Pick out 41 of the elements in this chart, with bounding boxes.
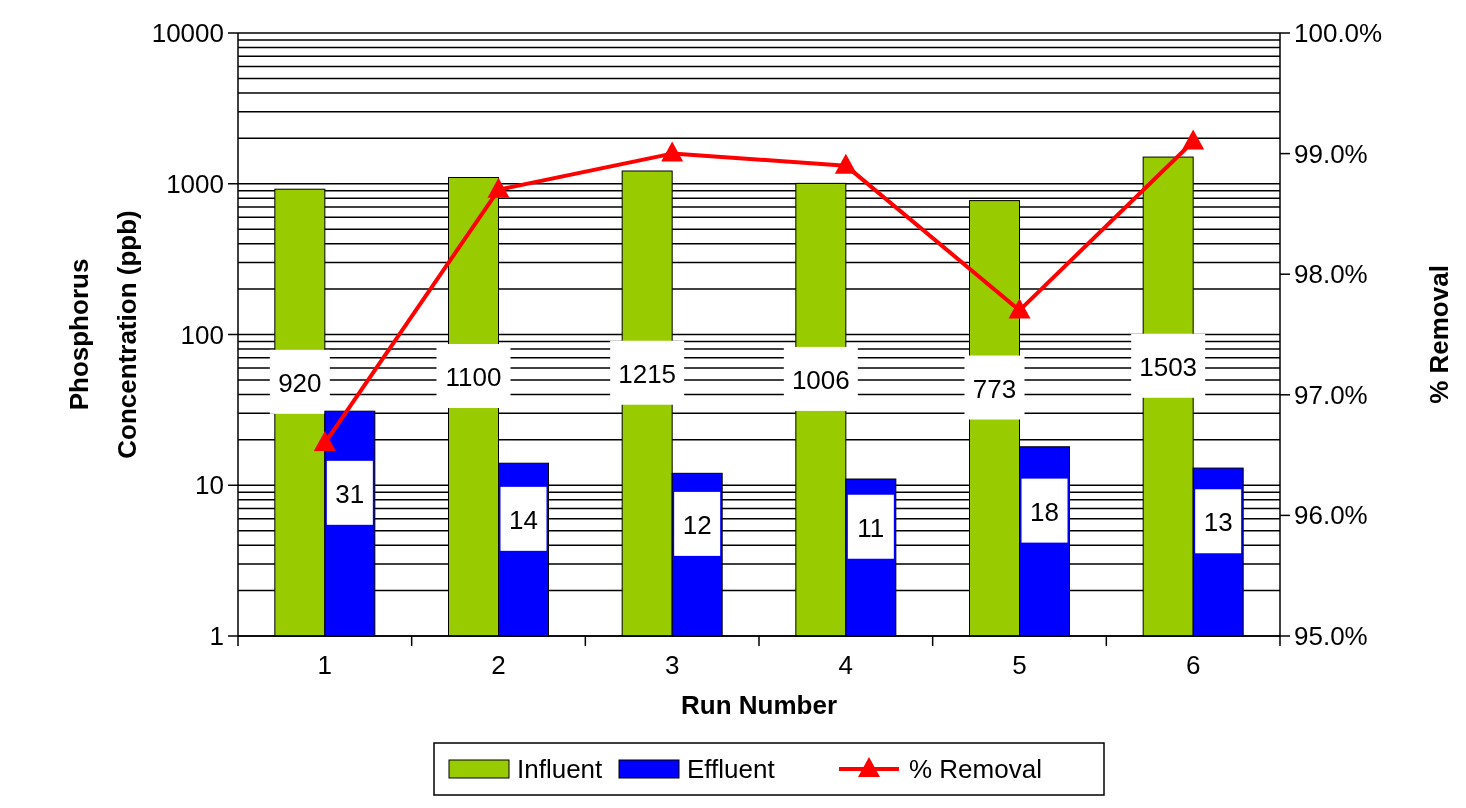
y-axis-title: Phosphorus Concentration (ppb) (64, 210, 142, 459)
data-label: 31 (335, 478, 365, 509)
x-tick-label: 4 (838, 650, 854, 680)
y-tick-label: 1000 (166, 168, 224, 199)
y-tick-label: 10000 (151, 18, 224, 48)
data-label: 1100 (445, 361, 502, 392)
y2-axis-title: % Removal (1424, 265, 1454, 404)
point (313, 431, 336, 452)
y-tick-label: 1 (209, 621, 224, 651)
data-label: 11 (857, 512, 885, 543)
data-label: 1006 (791, 364, 850, 395)
legend-label: Influent (517, 754, 604, 784)
x-tick-label: 2 (491, 650, 506, 680)
data-label: 1503 (1139, 351, 1198, 382)
legend-label: % Removal (909, 754, 1042, 784)
y2-tick-label: 100.0% (1294, 18, 1383, 48)
x-tick-label: 6 (1185, 650, 1201, 680)
legend-label: Effluent (687, 754, 776, 784)
y-tick-label: 100 (180, 319, 224, 350)
data-label: 13 (1203, 507, 1233, 538)
data-label: 920 (278, 367, 322, 398)
y2-tick-label: 99.0% (1294, 138, 1368, 169)
data-label: 12 (682, 509, 712, 540)
point (487, 177, 510, 198)
point (1182, 129, 1205, 150)
x-tick-label: 1 (317, 650, 333, 680)
point (1008, 298, 1031, 319)
y2-tick-label: 96.0% (1294, 500, 1368, 531)
y-tick-label: 10 (195, 470, 224, 501)
data-label: 1215 (618, 358, 677, 389)
y2-tick-label: 97.0% (1294, 379, 1368, 410)
point (661, 141, 684, 162)
data-label: 773 (972, 373, 1017, 404)
x-tick-label: 5 (1012, 650, 1027, 680)
x-axis-title: Run Number (681, 690, 837, 720)
data-label: 14 (509, 504, 538, 535)
point (834, 153, 857, 174)
x-tick-label: 3 (664, 650, 680, 680)
y2-tick-label: 95.0% (1294, 621, 1368, 651)
data-label: 18 (1030, 496, 1059, 527)
y2-tick-label: 98.0% (1294, 259, 1368, 290)
